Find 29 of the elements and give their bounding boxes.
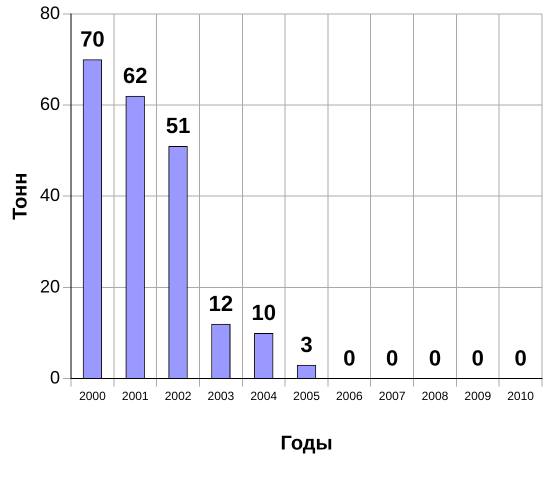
data-label: 51 — [166, 113, 190, 138]
x-tick-label: 2008 — [422, 389, 449, 404]
x-tick-label: 2000 — [79, 389, 106, 404]
x-tick-label: 2005 — [293, 389, 320, 404]
data-label: 0 — [514, 346, 527, 371]
x-tick-label: 2007 — [378, 389, 406, 404]
x-tick-label: 2004 — [250, 389, 278, 404]
data-label: 3 — [300, 332, 313, 357]
x-tick-label: 2001 — [122, 389, 149, 404]
data-label: 0 — [343, 346, 356, 371]
y-tick-label: 80 — [40, 2, 60, 23]
x-axis-title: Годы — [280, 432, 333, 455]
data-label: 0 — [428, 346, 442, 371]
y-tick-label: 60 — [40, 94, 60, 114]
data-label: 12 — [208, 290, 234, 316]
data-label: 10 — [251, 300, 276, 326]
y-axis-title: Тонн — [10, 172, 32, 220]
x-tick-label: 2003 — [208, 389, 235, 404]
x-tick-label: 2002 — [164, 389, 192, 404]
x-tick-label: 2010 — [507, 389, 534, 404]
data-label: 0 — [472, 346, 484, 371]
y-tick-label: 0 — [50, 368, 60, 388]
y-tick-label: 20 — [40, 276, 60, 296]
data-label: 70 — [80, 26, 105, 52]
data-label: 62 — [123, 62, 148, 88]
data-label: 0 — [386, 346, 398, 371]
y-tick-label: 40 — [40, 185, 60, 206]
x-tick-label: 2006 — [336, 389, 363, 404]
x-tick-label: 2009 — [464, 389, 492, 404]
